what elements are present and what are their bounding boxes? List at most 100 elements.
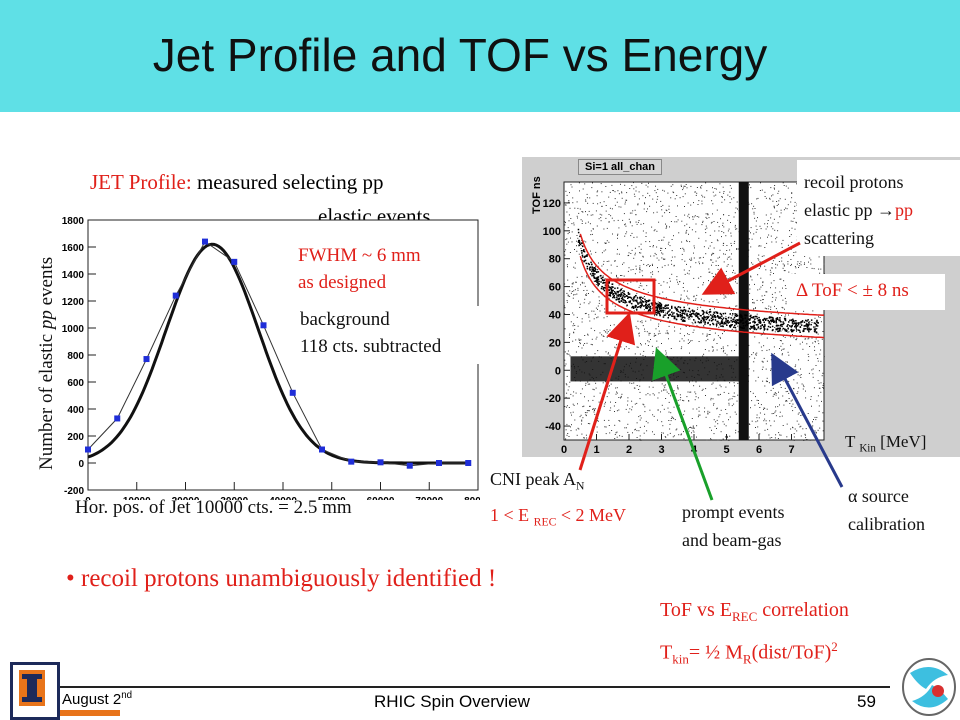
recoil-dot (602, 282, 604, 284)
scatter-dot (671, 263, 673, 265)
scatter-dot (564, 283, 566, 285)
scatter-dot (654, 335, 656, 336)
scatter-dot (588, 316, 590, 318)
scatter-dot (635, 214, 637, 216)
scatter-dot (781, 315, 783, 316)
recoil-dot (662, 311, 664, 313)
scatter-dot (629, 382, 631, 384)
scatter-dot (614, 191, 616, 193)
scatter-dot (818, 410, 820, 412)
recoil-dot (805, 325, 808, 327)
scatter-dot (627, 245, 629, 247)
scatter-dot (764, 223, 766, 225)
scatter-dot (603, 330, 605, 332)
recoil-dot (738, 322, 740, 324)
scatter-dot (765, 197, 767, 199)
recoil-dot (734, 324, 736, 327)
scatter-dot (690, 259, 692, 261)
scatter-dot (696, 325, 698, 327)
scatter-dot (769, 198, 771, 200)
recoil-dot (772, 318, 774, 320)
scatter-dot (788, 314, 789, 316)
scatter-dot (698, 257, 700, 259)
recoil-dot (813, 322, 816, 324)
scatter-dot (591, 290, 593, 292)
scatter-dot (637, 204, 639, 206)
scatter-dot (753, 205, 755, 207)
scatter-dot (658, 283, 660, 284)
scatter-dot (661, 421, 663, 423)
scatter-dot (669, 423, 671, 425)
scatter-dot (770, 306, 772, 308)
scatter-dot (587, 334, 589, 336)
scatter-dot (787, 244, 789, 246)
scatter-dot (578, 428, 580, 430)
scatter-dot (641, 322, 643, 324)
recoil-dot (686, 315, 688, 317)
scatter-dot (810, 398, 812, 400)
scatter-dot (800, 425, 802, 427)
scatter-dot (714, 332, 716, 334)
scatter-dot (706, 190, 708, 192)
recoil-dot (806, 320, 808, 322)
recoil-dot (633, 296, 636, 298)
recoil-dot (801, 321, 803, 323)
scatter-dot (759, 288, 761, 290)
scatter-dot (701, 224, 703, 226)
scatter-dot (667, 243, 669, 245)
scatter-dot (680, 294, 682, 296)
recoil-dot (813, 328, 816, 330)
scatter-dot (767, 308, 769, 310)
scatter-dot (618, 299, 620, 301)
scatter-dot (756, 229, 758, 230)
scatter-dot (621, 275, 623, 276)
scatter-dot (583, 437, 585, 439)
recoil-dot (618, 295, 620, 297)
recoil-dot (601, 286, 603, 288)
recoil-dot (679, 313, 681, 316)
scatter-dot (577, 427, 579, 429)
recoil-dot (804, 328, 807, 330)
recoil-dot (584, 259, 587, 262)
scatter-dot (726, 265, 728, 267)
scatter-dot (572, 325, 574, 327)
scatter-dot (685, 439, 687, 441)
scatter-dot (719, 256, 720, 258)
scatter-dot (584, 335, 586, 336)
scatter-dot (768, 349, 770, 351)
data-point (85, 446, 91, 453)
recoil-dot (686, 314, 688, 316)
scatter-dot (643, 309, 645, 311)
recoil-dot (640, 302, 643, 304)
recoil-dot (721, 320, 723, 322)
scatter-dot (729, 202, 731, 204)
recoil-dot (637, 303, 639, 305)
scatter-dot (815, 365, 817, 366)
scatter-dot (794, 428, 796, 430)
scatter-dot (653, 415, 655, 417)
scatter-dot (683, 282, 684, 284)
scatter-dot (671, 239, 673, 240)
scatter-dot (819, 353, 821, 355)
scatter-dot (670, 221, 672, 222)
scatter-dot (621, 287, 623, 289)
recoil-dot (589, 266, 591, 269)
recoil-dot (742, 317, 744, 320)
scatter-dot (645, 184, 647, 186)
scatter-dot (572, 282, 574, 284)
recoil-dot (614, 287, 616, 290)
recoil-dot (742, 325, 745, 327)
recoil-dot (632, 307, 635, 309)
scatter-dot (686, 325, 687, 327)
scatter-dot (781, 329, 783, 331)
scatter-dot (750, 407, 751, 409)
scatter-dot (754, 357, 756, 359)
scatter-dot (772, 194, 774, 196)
recoil-dot (640, 305, 642, 307)
scatter-dot (708, 247, 710, 249)
recoil-dot (648, 299, 651, 302)
scatter-dot (650, 255, 652, 257)
recoil-dot (644, 305, 646, 307)
scatter-dot (776, 201, 778, 202)
scatter-dot (756, 313, 758, 315)
